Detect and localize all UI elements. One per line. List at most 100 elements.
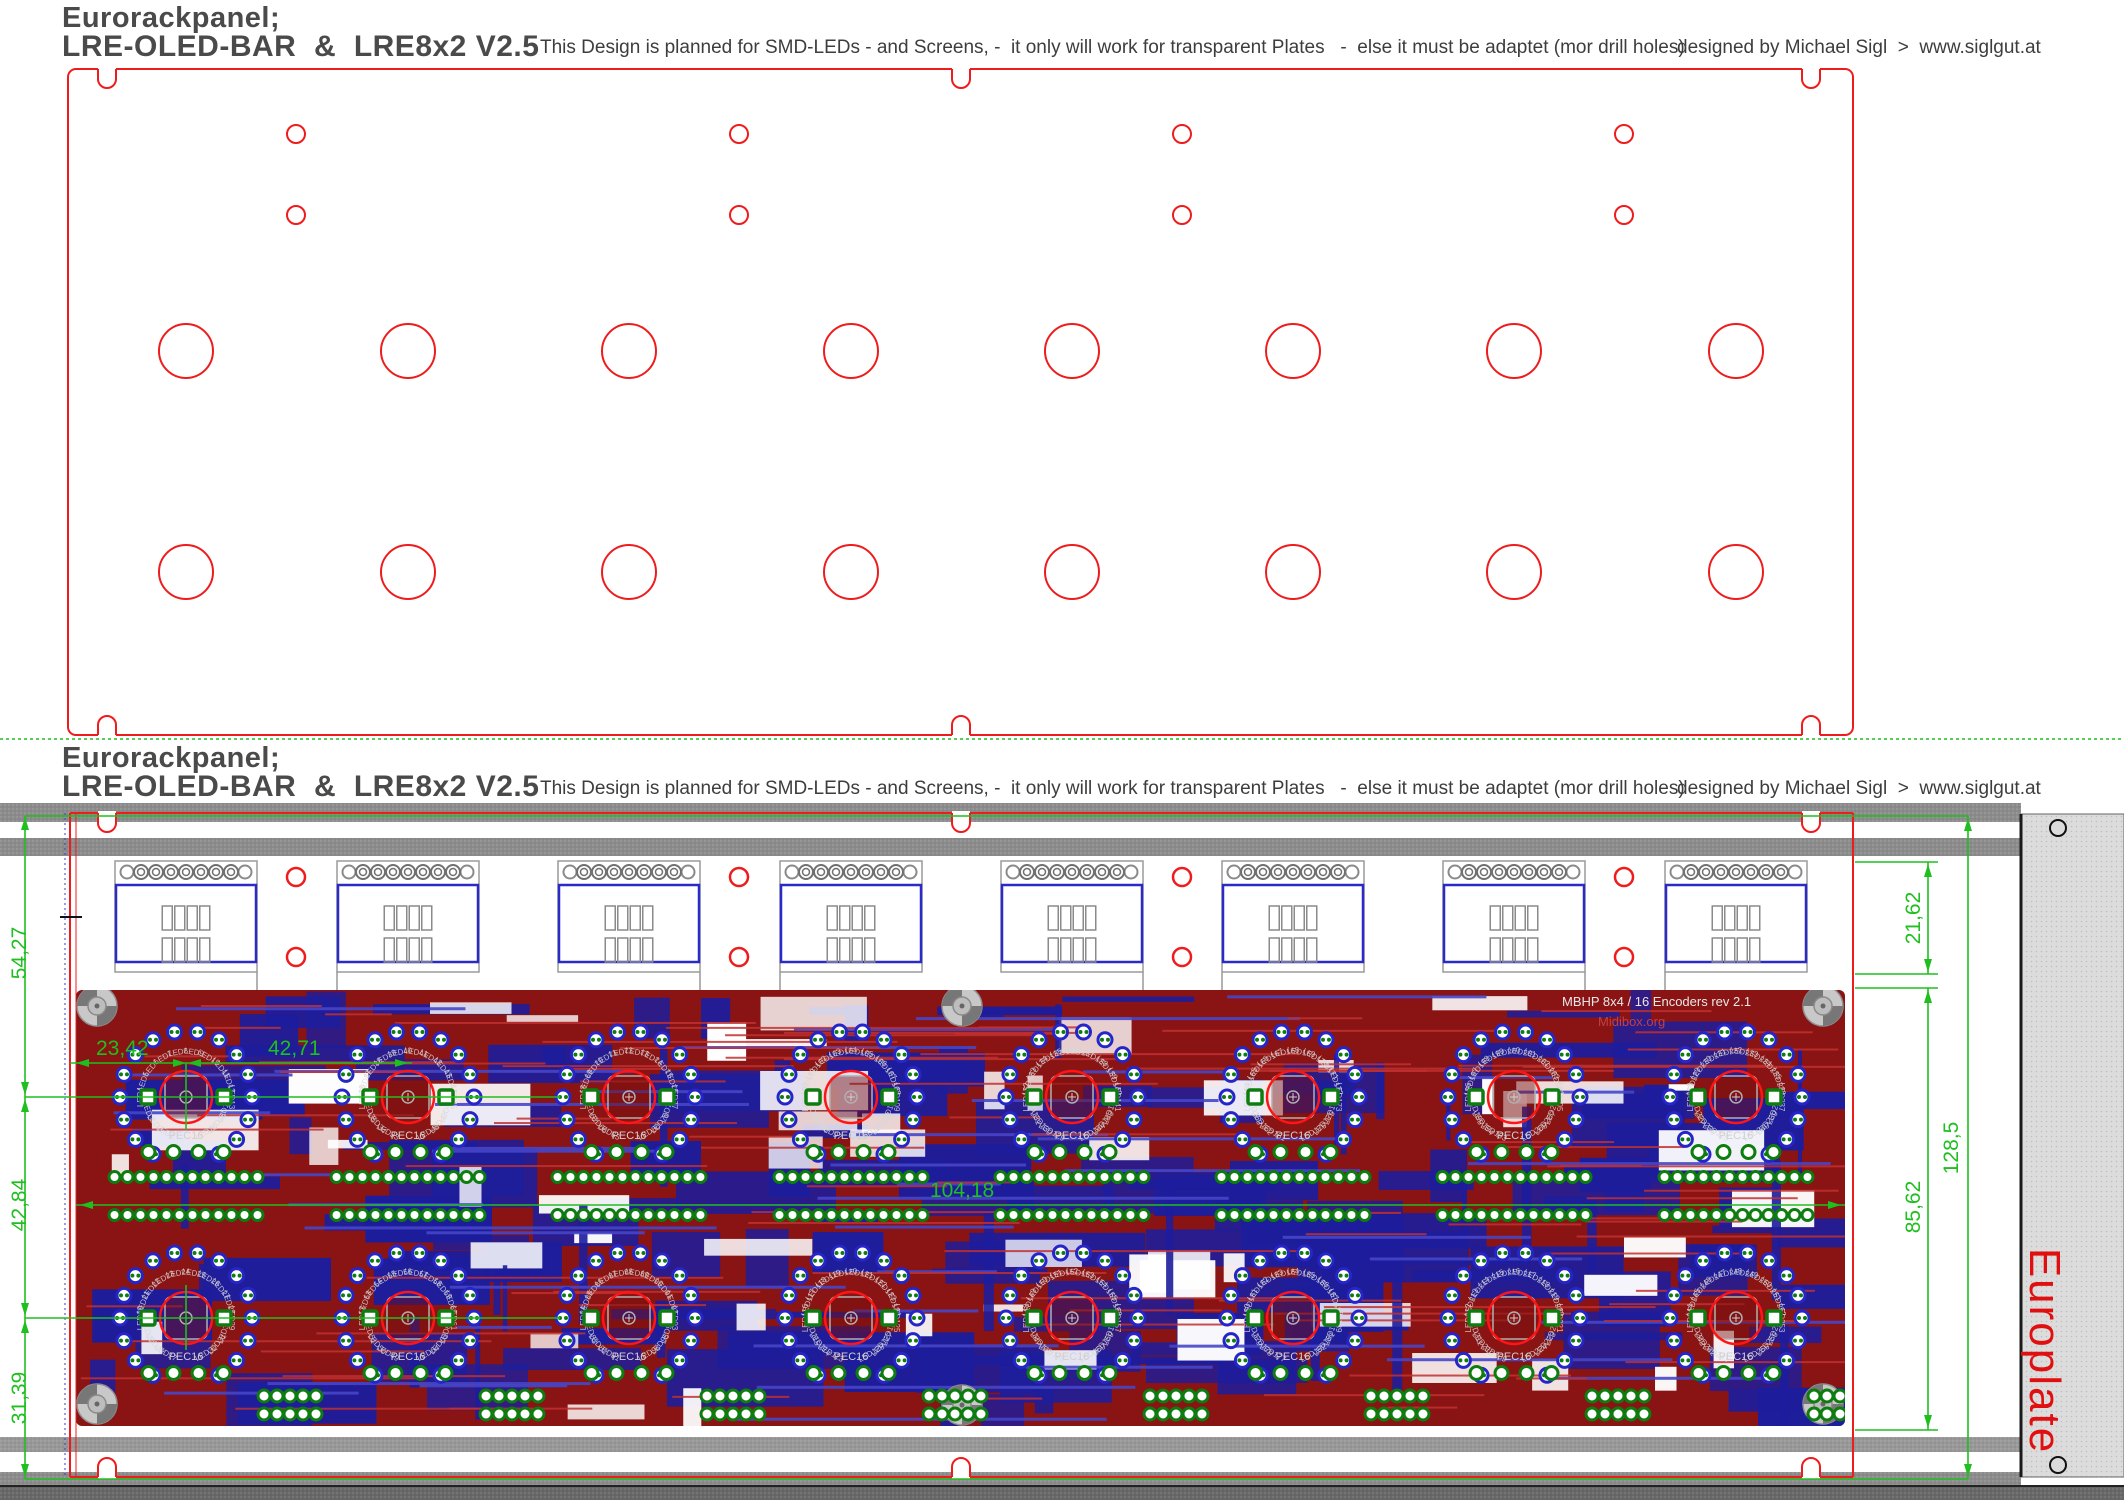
encoder-pin-pad — [1543, 1088, 1561, 1106]
led-pad — [1222, 1286, 1240, 1304]
sil-pad — [667, 1170, 682, 1184]
screen-mount-hole — [729, 124, 749, 144]
through-hole-pad — [1543, 1365, 1560, 1381]
led-pad — [558, 1065, 576, 1083]
led-pad — [776, 1309, 794, 1327]
sil-pad — [680, 1170, 695, 1184]
led-pad — [1125, 1332, 1143, 1350]
through-hole-pad — [1493, 1365, 1510, 1381]
encoder-outline — [823, 1069, 879, 1125]
module-pin — [208, 864, 224, 880]
screen-slot — [1268, 905, 1280, 931]
sil-pad — [1279, 1170, 1294, 1184]
oled-module — [779, 860, 923, 973]
led-pad — [388, 1023, 405, 1041]
sil-pad — [250, 1170, 265, 1184]
encoder-outline — [1265, 1290, 1321, 1346]
through-hole-pad — [658, 1365, 675, 1381]
led-pad — [432, 1252, 450, 1270]
led-pad — [904, 1286, 922, 1304]
module-pin — [858, 864, 874, 880]
through-hole-pad — [805, 1144, 822, 1160]
module-pin — [843, 864, 859, 880]
dim-label-21-62: 21,62 — [1902, 891, 1925, 945]
encoder-hole — [158, 544, 214, 600]
led-pad — [904, 1332, 922, 1350]
sil-pad — [863, 1208, 878, 1222]
sil-pad — [1474, 1170, 1489, 1184]
sil-pad — [224, 1170, 239, 1184]
through-hole-pad — [583, 1365, 600, 1381]
sil-pad — [902, 1208, 917, 1222]
sil-pad — [269, 1388, 285, 1404]
led-pad — [1694, 1252, 1712, 1270]
oled-module — [114, 860, 258, 973]
led-pad — [558, 1286, 576, 1304]
screen-slot — [174, 905, 186, 931]
sil-pad — [1565, 1170, 1580, 1184]
screen-mount-hole — [1614, 124, 1634, 144]
led-pad — [1296, 1244, 1313, 1262]
led-pad — [1789, 1065, 1807, 1083]
screen-slot — [851, 937, 863, 963]
europlate-label: Europlate — [2020, 1247, 2069, 1455]
led-pad — [1233, 1267, 1251, 1285]
screen-slot — [604, 937, 616, 963]
led-pad — [682, 1111, 700, 1129]
led-pad — [632, 1244, 649, 1262]
sil-pad — [355, 1208, 370, 1222]
through-hole-pad — [1690, 1144, 1707, 1160]
through-hole-pad — [362, 1365, 379, 1381]
sil-pad — [915, 1170, 930, 1184]
sil-pad — [641, 1170, 656, 1184]
led-pad — [126, 1351, 144, 1369]
sil-pad — [680, 1208, 695, 1222]
module-pin — [1270, 864, 1286, 880]
sil-pad — [1487, 1208, 1502, 1222]
led-pad — [1251, 1031, 1269, 1049]
module-mount-hole — [1123, 864, 1139, 880]
screen-slot — [864, 937, 876, 963]
led-pad — [1571, 1088, 1589, 1106]
led-pad — [1556, 1130, 1574, 1148]
encoder-pin-pad — [1467, 1309, 1485, 1327]
sil-pad — [1142, 1388, 1158, 1404]
through-hole-pad — [1101, 1365, 1118, 1381]
module-pin — [430, 864, 446, 880]
screen-slot — [396, 905, 408, 931]
led-pad — [1716, 1023, 1733, 1041]
encoder-pin-pad — [1101, 1309, 1119, 1327]
led-pad — [632, 1023, 649, 1041]
encoder-pin-pad — [1543, 1309, 1561, 1327]
sil-pad — [915, 1208, 930, 1222]
sil-pad — [1045, 1208, 1060, 1222]
led-pad — [809, 1031, 827, 1049]
dim-arrow — [1924, 990, 1932, 1003]
encoder-hole — [1708, 323, 1764, 379]
sil-pad — [1110, 1170, 1125, 1184]
sil-pad — [1415, 1406, 1431, 1422]
sil-pad — [1110, 1208, 1125, 1222]
led-label: LED40 — [387, 1046, 413, 1059]
screen-slot — [199, 937, 211, 963]
module-mount-hole — [1447, 864, 1463, 880]
encoder-ref-label: PEC16 — [169, 1130, 204, 1142]
sil-pad — [1071, 1170, 1086, 1184]
led-pad — [1251, 1252, 1269, 1270]
module-pin — [798, 864, 814, 880]
led-label: LED9 — [183, 1046, 205, 1058]
led-pad — [809, 1252, 827, 1270]
led-pad — [682, 1286, 700, 1304]
led-pad — [854, 1244, 871, 1262]
led-pad — [144, 1031, 162, 1049]
sil-pad — [1832, 1388, 1845, 1404]
sil-pad — [1363, 1388, 1379, 1404]
encoder-pin-pad — [880, 1309, 898, 1327]
encoder-pin-pad — [1765, 1088, 1783, 1106]
encoder-hole — [1486, 544, 1542, 600]
through-hole-pad — [1101, 1144, 1118, 1160]
through-hole-pad — [140, 1365, 157, 1381]
sil-pad — [1240, 1208, 1255, 1222]
led-pad — [1567, 1111, 1585, 1129]
sil-pad — [420, 1208, 435, 1222]
